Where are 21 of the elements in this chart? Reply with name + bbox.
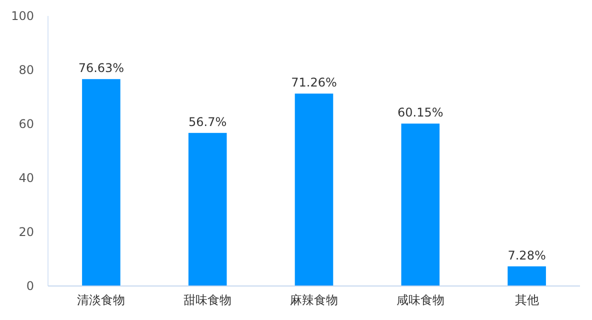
data-label: 56.7% <box>188 114 227 129</box>
x-tick-label: 清淡食物 <box>77 293 126 307</box>
y-tick-label: 0 <box>26 279 34 294</box>
data-label: 60.15% <box>398 106 444 120</box>
data-label: 71.26% <box>291 76 337 90</box>
y-tick-label: 20 <box>18 225 34 240</box>
y-tick-label: 80 <box>18 63 34 78</box>
y-tick-label: 60 <box>18 117 34 132</box>
data-label: 7.28% <box>508 248 546 262</box>
x-tick-label: 咸味食物 <box>396 293 444 307</box>
x-tick-label: 麻辣食物 <box>290 293 338 307</box>
bar <box>508 266 546 286</box>
bar <box>188 132 227 286</box>
x-tick-label: 其他 <box>514 293 539 307</box>
bar <box>294 94 334 286</box>
bar <box>401 124 440 286</box>
bar <box>82 79 120 286</box>
y-tick-label: 40 <box>18 171 34 186</box>
data-label: 76.63% <box>78 61 124 76</box>
y-tick-label: 100 <box>11 9 34 24</box>
x-tick-label: 甜味食物 <box>184 293 232 307</box>
